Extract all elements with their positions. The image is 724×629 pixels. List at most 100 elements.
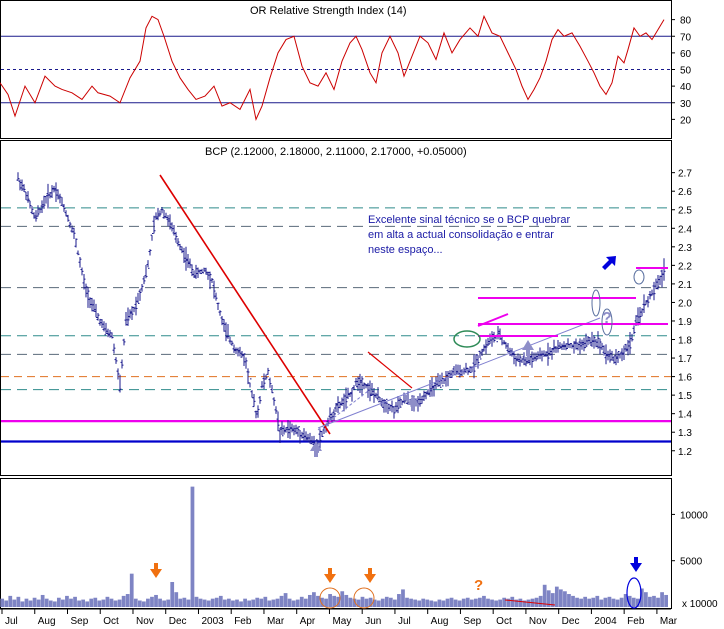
volume-bar [251,599,256,607]
volume-bar [255,597,260,607]
volume-bar [538,595,543,607]
annotation-text: Excelente sinal técnico se o BCP quebrar… [368,214,571,256]
volume-bar [182,597,187,607]
volume-bar [291,600,296,607]
volume-bar [166,599,171,607]
volume-bar [558,589,563,607]
price-y-axis: 1.2 1.3 1.4 1.5 1.6 1.7 1.8 1.9 2.0 2.1 2.2 2.3 2.4 2… [671,169,692,458]
x-tick-label: May [332,616,351,627]
volume-bar [660,592,664,607]
volume-bar [56,597,61,607]
volume-bar [356,599,361,607]
price-tick-label: 2.3 [678,243,692,254]
volume-bar [550,593,555,607]
x-tick-label: Jun [365,616,381,627]
volume-bar [482,595,486,607]
volume-bar [498,599,503,607]
x-tick-label: Dec [169,616,187,627]
arrow-down-icon [150,563,162,578]
volume-bar [364,598,369,607]
volume-bar [453,599,458,607]
arrow-up-icon [407,395,419,411]
volume-bar [522,600,527,607]
x-tick-label: Feb [234,616,252,627]
volume-bar [372,599,377,607]
down-trendline [159,174,331,435]
support-dash-trendline [317,387,373,431]
arrow-down-icon [630,557,642,572]
question-mark-icon: ? [474,577,483,594]
volume-panel: 5000 10000 x 10000 ? [0,478,718,610]
price-tick-label: 2.0 [678,298,692,309]
volume-bar [619,597,624,607]
x-tick-label: Nov [136,616,154,627]
price-tick-label: 1.7 [678,354,692,365]
x-tick-label: Mar [660,616,678,627]
arrow-down-icon [324,568,336,583]
volume-bar [469,599,474,607]
volume-bar [627,595,632,607]
rsi-tick-label: 20 [680,115,692,126]
short-down-trendline [367,351,413,389]
volume-bar [567,594,571,607]
volume-bar [85,601,90,607]
volume-bar [336,596,341,607]
volume-bars [0,486,668,607]
volume-bar [73,596,77,607]
price-bars [16,172,666,456]
rsi-line [0,14,665,121]
volume-bar [635,598,640,607]
volume-bar [16,596,21,607]
volume-bar [587,598,592,607]
volume-bar [324,598,328,607]
volume-bar [595,595,600,607]
x-tick-label: Oct [496,616,512,627]
volume-highlight-feb [626,577,642,609]
volume-bar [170,582,175,607]
volume-bar [494,600,498,607]
volume-bar [267,600,272,607]
rsi-tick-label: 50 [680,66,692,77]
highlight-ellipse-feb [601,308,613,336]
rsi-panel: 20 30 40 50 60 70 80 OR Relative Strength Inde… [0,0,692,139]
volume-bar [283,593,288,607]
volume-bar [417,600,422,607]
rsi-y-axis: 20 30 40 50 60 70 80 [671,16,692,126]
price-tick-label: 1.5 [678,391,692,402]
price-tick-label: 1.4 [678,410,692,421]
volume-bar [554,586,559,607]
volume-bar [413,599,417,607]
volume-bar [141,601,146,607]
volume-y-axis: 5000 10000 [671,510,708,568]
price-tick-label: 2.4 [678,224,692,235]
volume-bar [433,601,438,607]
highlight-ellipse-jan [591,289,601,317]
volume-bar [360,596,365,607]
volume-highlight-may [319,587,341,609]
volume-bar [603,597,608,607]
volume-bar [542,584,547,607]
x-tick-label: Apr [300,616,316,627]
volume-bar [190,486,195,607]
volume-bar [89,598,94,607]
x-tick-label: Sep [70,616,88,627]
volume-bar [194,596,199,607]
volume-bar [607,596,612,607]
volume-bar [40,594,45,607]
volume-bar [239,601,243,607]
rsi-tick-label: 80 [680,16,692,27]
volume-bar [429,600,434,607]
question-mark-icon: ? [602,310,612,327]
volume-bar [28,600,33,607]
volume-bar [214,597,219,607]
volume-bar [648,596,652,607]
price-tick-label: 1.9 [678,317,692,328]
volume-bar [518,598,523,607]
volume-bar [312,592,316,607]
annotation-line-1: Excelente sinal técnico se o BCP quebrar [368,214,571,226]
volume-bar [206,600,211,607]
annotation-line-3: neste espaço... [368,244,443,256]
volume-bar [117,599,122,607]
volume-bar [93,597,98,607]
